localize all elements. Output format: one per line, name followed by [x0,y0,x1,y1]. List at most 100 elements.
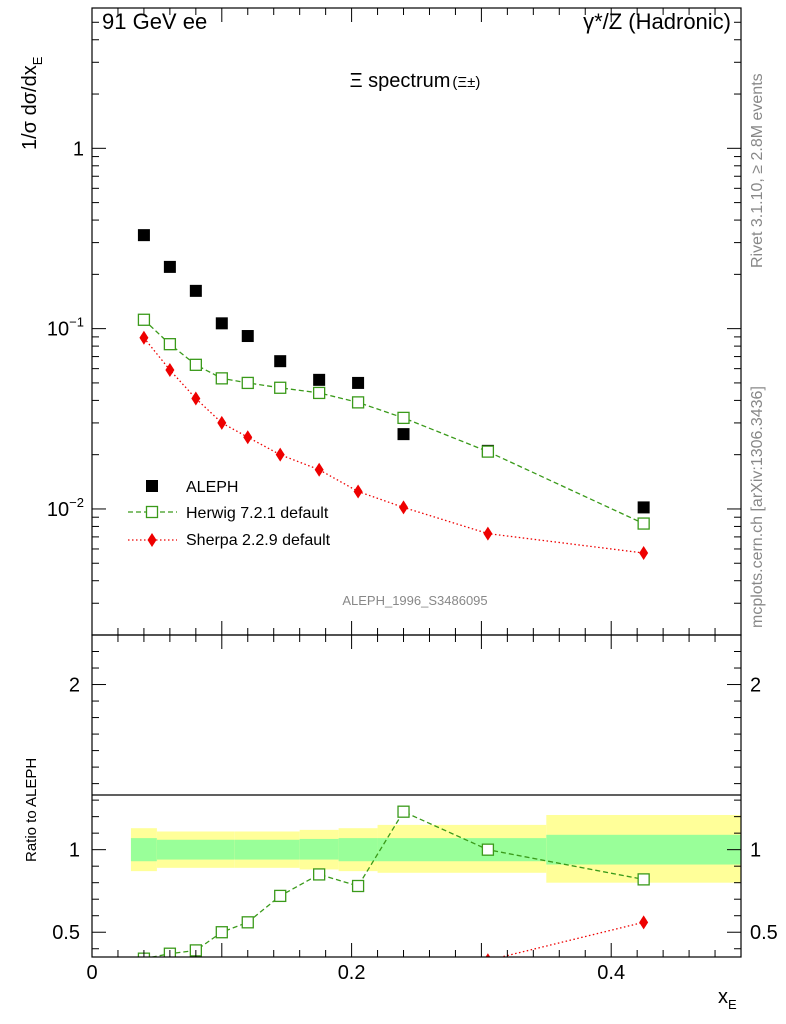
ratio-ytick-label: 1 [69,840,80,862]
main-point [481,445,495,458]
main-point [137,229,150,242]
main-point [639,545,649,560]
plot-title-suffix: (Ξ±) [452,74,480,91]
header-left: 91 GeV ee [102,9,207,34]
ratio-ytick-label: 2 [69,675,80,697]
main-ytick-label: 1 [73,138,84,160]
main-point [351,396,365,409]
ratio-point [637,873,650,886]
main-point [637,517,650,530]
ratio-series-0 [137,805,650,957]
main-ytick-label-base: 10 [47,499,69,521]
mcplots-label: mcplots.cern.ch [arXiv:1306.3436] [749,386,766,628]
main-series-1 [137,313,650,530]
ratio-point [397,805,410,818]
legend-label-sherpa: Sherpa 2.2.9 default [186,532,331,549]
ratio-band-inner [338,838,378,862]
plot-title: Ξ spectrum (Ξ±) [350,70,481,92]
main-point [637,501,650,514]
ratio-point [215,926,228,939]
main-point [165,362,175,377]
ratio-point [312,868,326,881]
main-point [137,313,151,326]
ratio-band-inner [299,838,339,860]
plot-title-main: Ξ spectrum [350,70,451,92]
ratio-ytick-label-right: 0.5 [750,922,778,944]
legend-marker-herwig [145,505,159,519]
ratio-band-inner [234,839,300,860]
ratio-band-inner [130,838,157,862]
main-series-0 [137,229,650,514]
ratio-series-1 [485,915,649,957]
xaxis-label-sub: E [728,997,737,1012]
main-point [275,447,285,462]
legend-label-herwig: Herwig 7.2.1 default [186,505,329,522]
main-panel: 110−110−2 Ξ spectrum (Ξ±) 1/σ dσ/dxE ALEP… [19,7,742,636]
main-series-line [143,319,644,525]
main-point [397,428,410,441]
main-point [241,330,254,343]
main-point [189,358,202,371]
main-point [483,526,493,541]
main-ytick-label-exp: −2 [69,495,84,510]
ratio-marks [137,805,650,957]
analysis-watermark: ALEPH_1996_S3486095 [342,593,487,608]
main-point [353,484,363,499]
ratio-bands [130,814,741,883]
ratio-band-inner [546,834,741,865]
main-point [352,376,365,389]
main-point [314,462,324,477]
ratio-point [274,889,287,903]
ratio-panel: 0.5 0.5 1 1 2 2 0 0.2 0.4 Ratio to ALEPH xE [23,634,778,1012]
ratio-band-inner [377,838,547,862]
ratio-ylabel: Ratio to ALEPH [23,758,40,862]
ratio-axes: 0.5 0.5 1 1 2 2 0 0.2 0.4 [52,635,778,984]
main-ytick-label: 10−1 [47,315,84,341]
main-ytick-label: 10−2 [47,495,84,521]
main-ytick-label-exp: −1 [69,315,84,330]
ratio-ytick-label-right: 1 [750,840,761,862]
legend: ALEPH Herwig 7.2.1 default Sherpa 2.2.9 … [128,479,331,549]
main-point [163,338,177,351]
xtick-label: 0.4 [597,962,625,984]
main-point [191,391,201,406]
main-ytick-label-base: 1 [73,138,84,160]
main-point [217,415,227,430]
main-point [313,373,326,386]
ratio-point [481,843,495,856]
xtick-label: 0.2 [338,962,366,984]
main-point [312,386,326,400]
ratio-point [639,915,649,930]
main-point [163,260,176,273]
xaxis-label: xE [718,986,737,1012]
ratio-point [241,916,254,929]
ratio-ytick-label: 0.5 [52,922,80,944]
ratio-series-line [498,921,644,957]
ratio-point [351,879,365,893]
main-point [274,355,287,368]
main-ylabel-text: 1/σ dσ/dx [19,65,41,150]
main-point [274,381,287,394]
ratio-point [485,953,491,957]
ratio-frame [91,634,742,958]
ratio-ytick-label-right: 2 [750,675,761,697]
rivet-label: Rivet 3.1.10, ≥ 2.8M events [749,73,766,268]
main-point [189,284,202,297]
main-point [215,372,228,385]
main-point [215,317,228,330]
legend-label-aleph: ALEPH [186,479,238,496]
legend-marker-sherpa [147,533,157,547]
main-point [397,411,410,425]
main-point [399,500,409,515]
xaxis-label-text: x [718,986,728,1008]
legend-marker-aleph [146,480,158,492]
main-point [139,330,149,345]
main-marks [137,229,650,560]
main-point [243,430,253,445]
main-ylabel-sub: E [30,56,45,65]
header-right: γ*/Z (Hadronic) [583,9,731,34]
main-ytick-label-base: 10 [47,319,69,341]
main-point [241,376,254,390]
ratio-band-inner [156,839,235,860]
